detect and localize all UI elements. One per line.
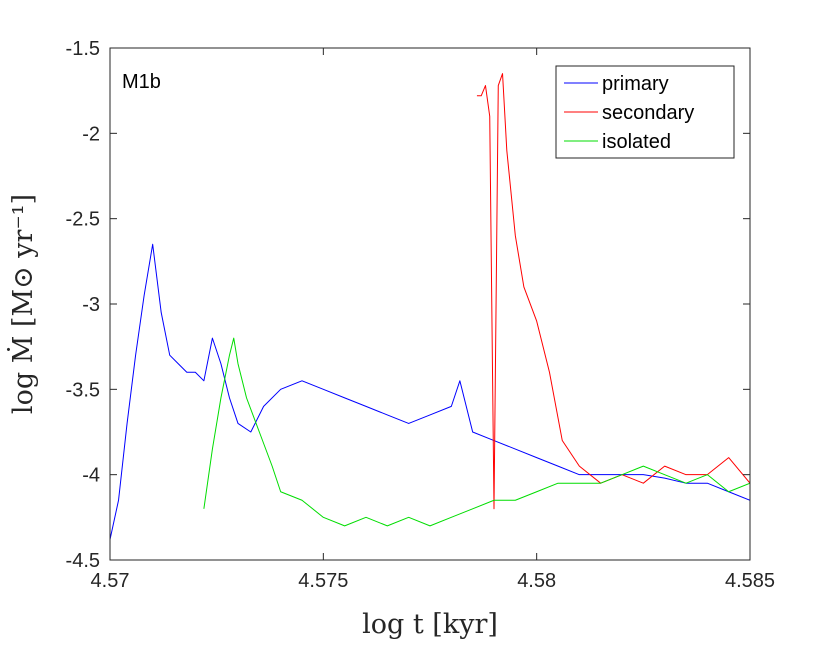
x-axis-label: log t [kyr]: [362, 609, 498, 640]
y-axis-label: log Ṁ [M⊙ yr⁻¹]: [6, 194, 39, 414]
y-tick-label: -4: [82, 465, 100, 487]
y-tick-label: -3: [82, 294, 100, 316]
series-layer: [110, 73, 750, 540]
x-tick-label: 4.575: [298, 570, 348, 592]
y-tick-label: -4.5: [66, 550, 100, 572]
series-line-isolated: [203, 337, 750, 527]
y-tick-label: -2.5: [66, 209, 100, 231]
legend-label-isolated: isolated: [602, 131, 671, 153]
y-tick-label: -3.5: [66, 379, 100, 401]
panel-annotation: M1b: [122, 71, 161, 93]
ticks-layer: 4.57 4.575 4.58 4.585 -1.5 -2 -2.5 -3 -3.5 -4 -4.5: [66, 38, 776, 592]
series-line-secondary: [476, 73, 750, 510]
x-tick-label: 4.58: [517, 570, 556, 592]
y-tick-label: -1.5: [66, 38, 100, 60]
x-tick-label: 4.57: [91, 570, 130, 592]
legend-label-primary: primary: [602, 73, 669, 95]
y-tick-label: -2: [82, 123, 100, 145]
series-line-primary: [110, 243, 750, 540]
legend: primary secondary isolated: [555, 65, 735, 159]
legend-label-secondary: secondary: [602, 102, 694, 124]
legend-items: primary secondary isolated: [564, 73, 694, 153]
x-tick-label: 4.585: [725, 570, 775, 592]
